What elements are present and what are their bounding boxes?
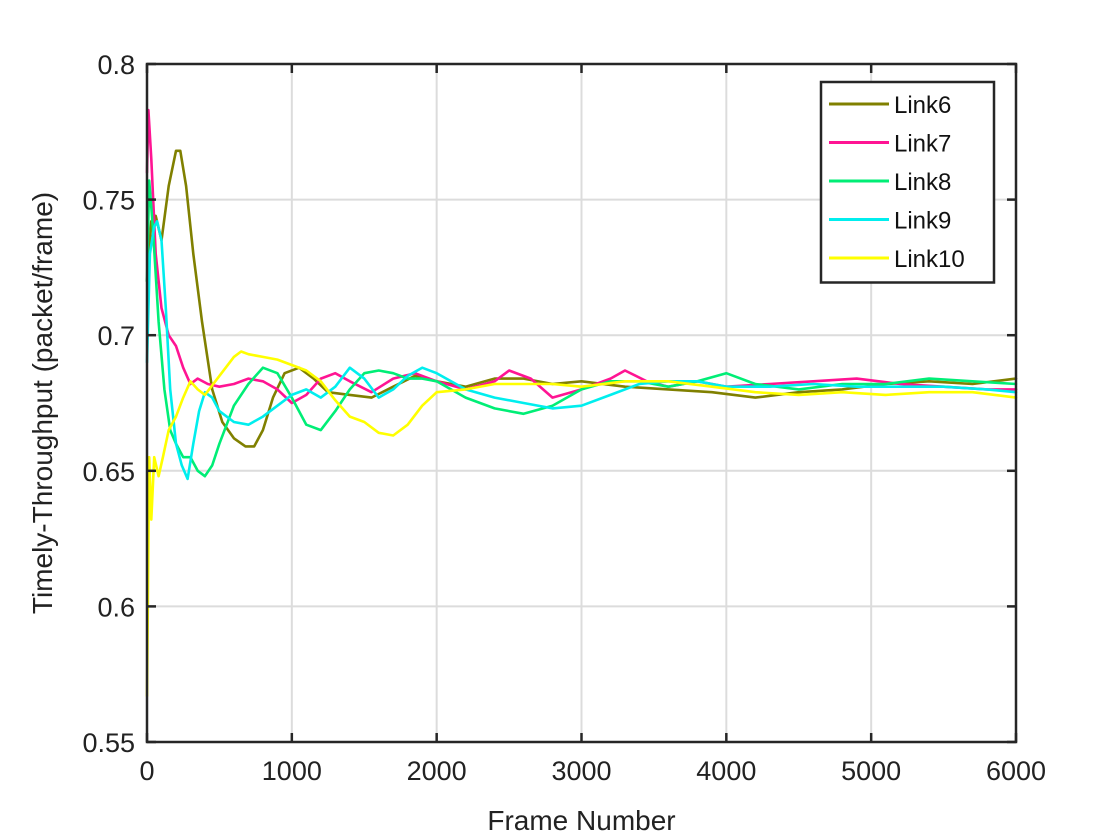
legend-label: Link7: [894, 131, 951, 158]
legend-label: Link6: [894, 92, 951, 119]
x-axis-label: Frame Number: [487, 805, 675, 836]
series-line-link8: [145, 179, 1018, 478]
x-tick-label: 0: [139, 756, 154, 786]
y-tick-label: 0.65: [82, 457, 135, 487]
x-tick-label: 4000: [696, 756, 756, 786]
series-line-link10: [145, 350, 1018, 698]
x-tick-label: 5000: [841, 756, 901, 786]
y-tick-label: 0.7: [97, 321, 135, 351]
y-axis-label: Timely-Throughput (packet/frame): [27, 192, 58, 614]
y-tick-label: 0.8: [97, 50, 135, 80]
legend: Link6 Link7 Link8 Link9 Link10: [819, 80, 996, 284]
series-layer: [145, 108, 1018, 698]
x-tick-label: 6000: [986, 756, 1046, 786]
legend-label: Link10: [894, 246, 965, 273]
y-tick-label: 0.75: [82, 186, 135, 216]
axis-ticks: 0 1000 2000 3000 4000 5000 6000 0.55 0.6 0.65 0.7 0…: [82, 50, 1046, 786]
series-line-link9: [145, 220, 1018, 481]
legend-label: Link9: [894, 208, 951, 235]
y-tick-label: 0.55: [82, 728, 135, 758]
x-tick-label: 1000: [262, 756, 322, 786]
y-tick-label: 0.6: [97, 592, 135, 622]
legend-label: Link8: [894, 169, 951, 196]
x-tick-label: 3000: [551, 756, 611, 786]
x-tick-label: 2000: [407, 756, 467, 786]
